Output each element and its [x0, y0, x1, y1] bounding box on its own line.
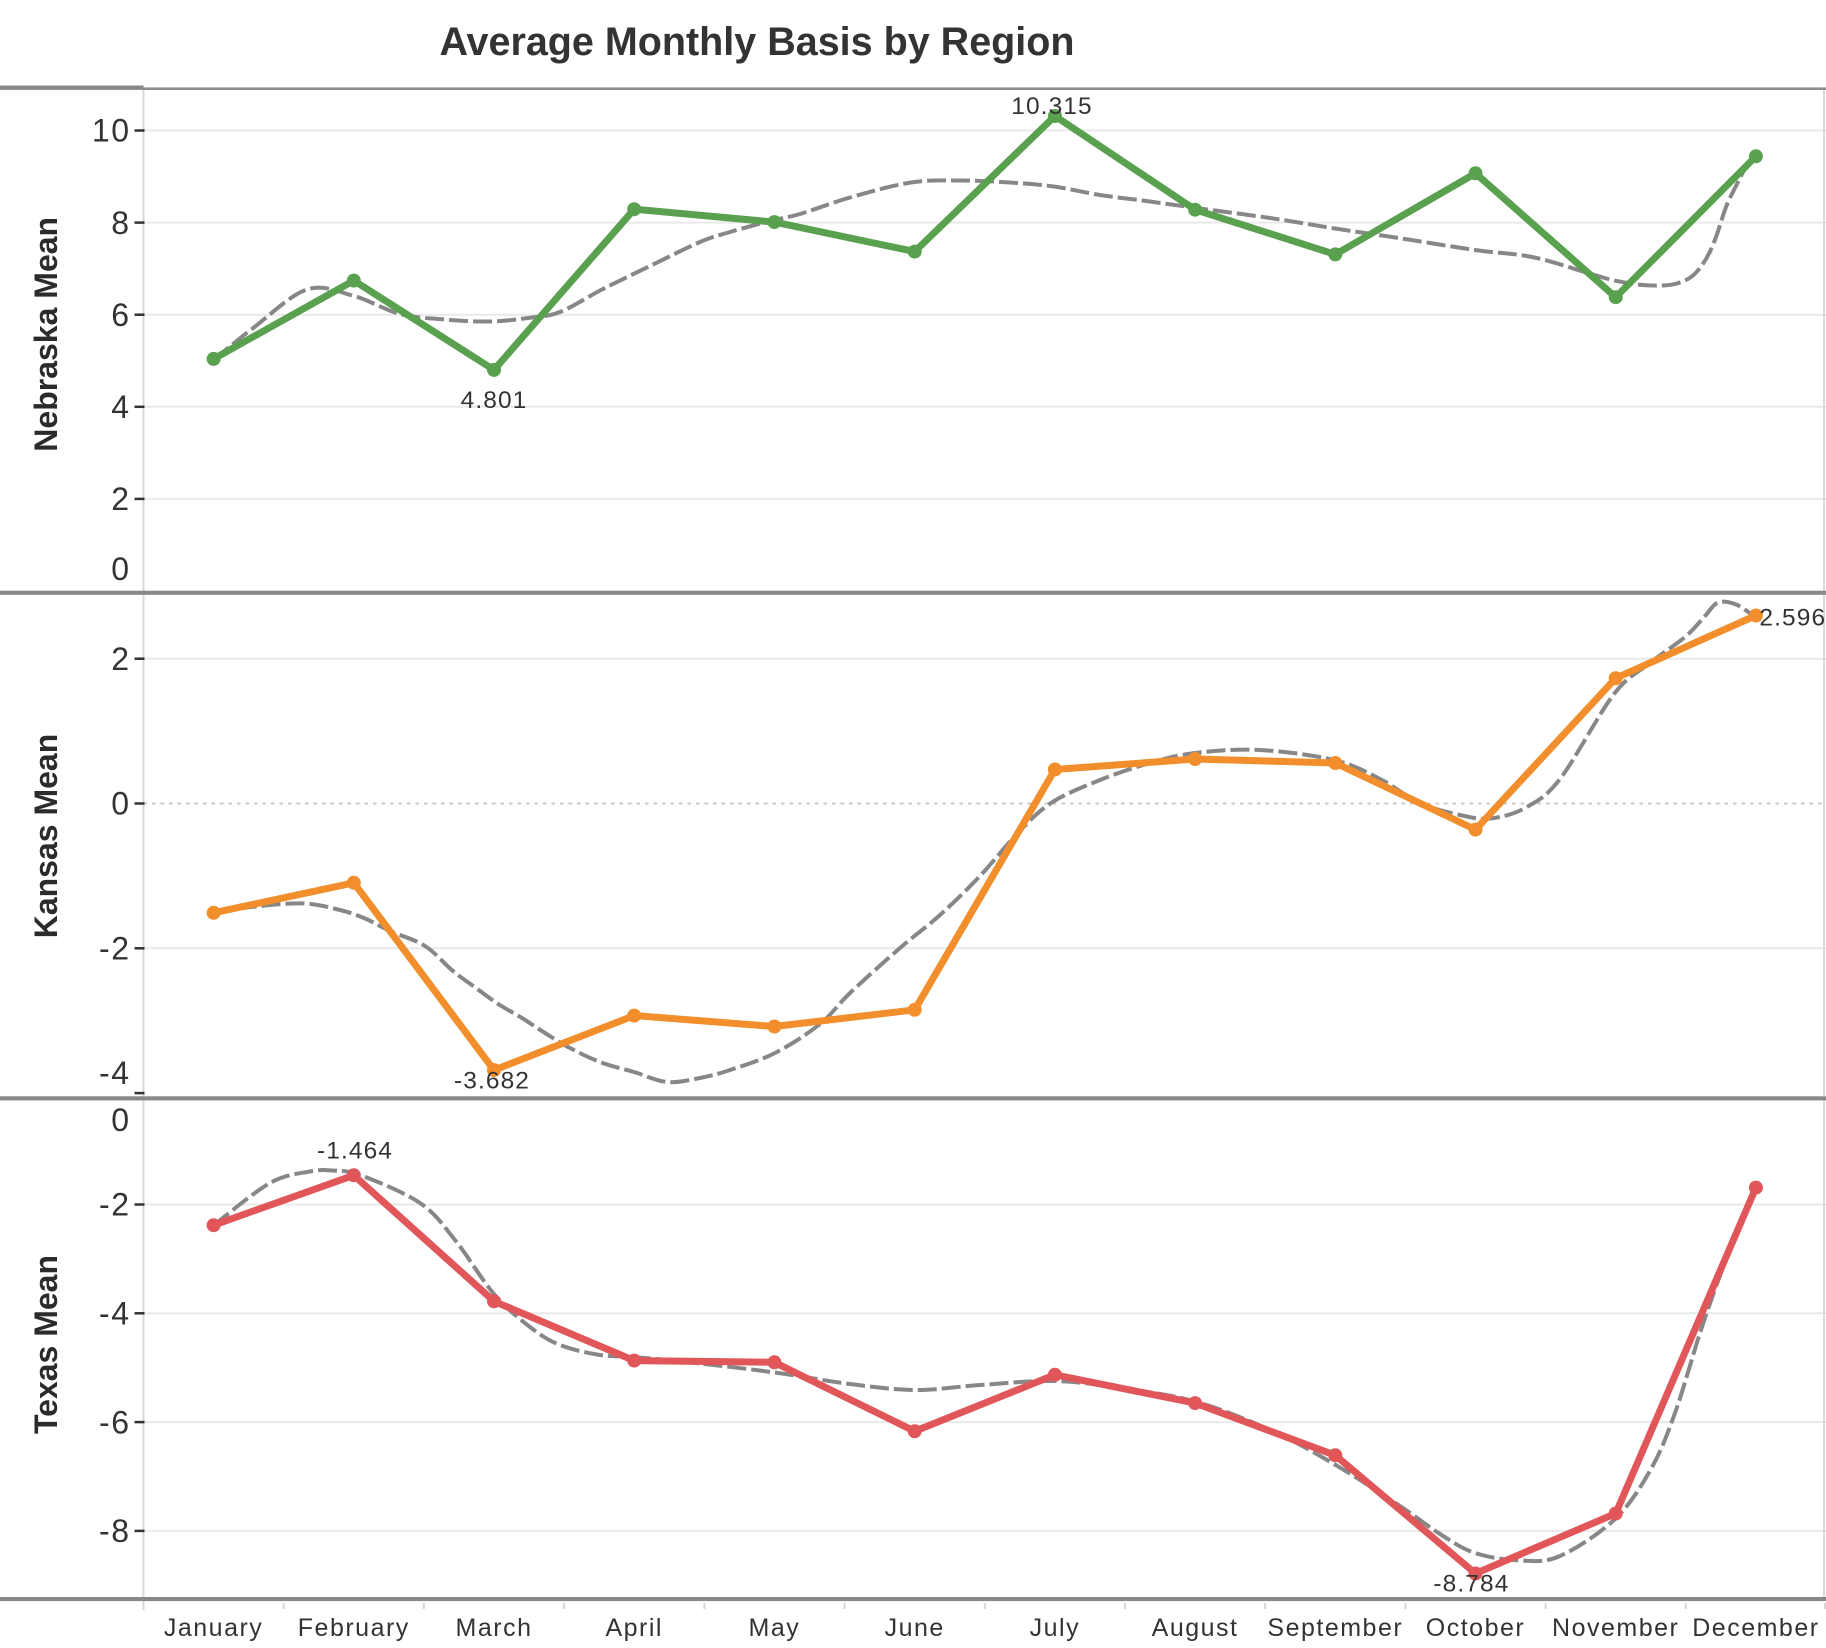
- svg-text:-4: -4: [99, 1055, 130, 1091]
- svg-text:Kansas Mean: Kansas Mean: [28, 734, 64, 939]
- svg-text:10: 10: [92, 113, 131, 149]
- svg-text:8: 8: [111, 205, 130, 241]
- svg-text:May: May: [749, 1614, 801, 1642]
- svg-text:-2: -2: [99, 1187, 130, 1223]
- svg-text:0: 0: [111, 1102, 130, 1138]
- svg-text:December: December: [1692, 1614, 1819, 1642]
- svg-text:-2: -2: [99, 931, 130, 967]
- svg-text:10.315: 10.315: [1011, 93, 1093, 120]
- svg-text:2.596: 2.596: [1759, 605, 1826, 632]
- svg-text:Average Monthly Basis by Regio: Average Monthly Basis by Region: [439, 20, 1074, 64]
- svg-text:November: November: [1552, 1614, 1679, 1642]
- svg-text:2: 2: [111, 641, 130, 677]
- svg-text:0: 0: [111, 551, 130, 587]
- svg-text:August: August: [1152, 1614, 1239, 1642]
- svg-text:-3.682: -3.682: [454, 1067, 530, 1094]
- svg-text:0: 0: [111, 786, 130, 822]
- svg-text:6: 6: [111, 297, 130, 333]
- svg-text:-8: -8: [99, 1513, 130, 1549]
- svg-text:June: June: [885, 1614, 945, 1642]
- svg-text:March: March: [456, 1614, 533, 1642]
- svg-text:Nebraska Mean: Nebraska Mean: [28, 217, 64, 452]
- svg-text:4: 4: [111, 389, 130, 425]
- svg-text:2: 2: [111, 481, 130, 517]
- svg-text:-4: -4: [99, 1296, 130, 1332]
- svg-text:April: April: [605, 1614, 663, 1642]
- svg-text:February: February: [298, 1614, 410, 1642]
- svg-text:September: September: [1267, 1614, 1403, 1642]
- svg-text:4.801: 4.801: [461, 387, 528, 414]
- svg-text:-6: -6: [99, 1404, 130, 1440]
- svg-text:-8.784: -8.784: [1433, 1571, 1509, 1598]
- svg-text:July: July: [1030, 1614, 1080, 1642]
- svg-text:Texas Mean: Texas Mean: [28, 1255, 64, 1434]
- svg-text:-1.464: -1.464: [317, 1138, 393, 1165]
- svg-text:January: January: [164, 1614, 263, 1642]
- svg-text:October: October: [1426, 1614, 1525, 1642]
